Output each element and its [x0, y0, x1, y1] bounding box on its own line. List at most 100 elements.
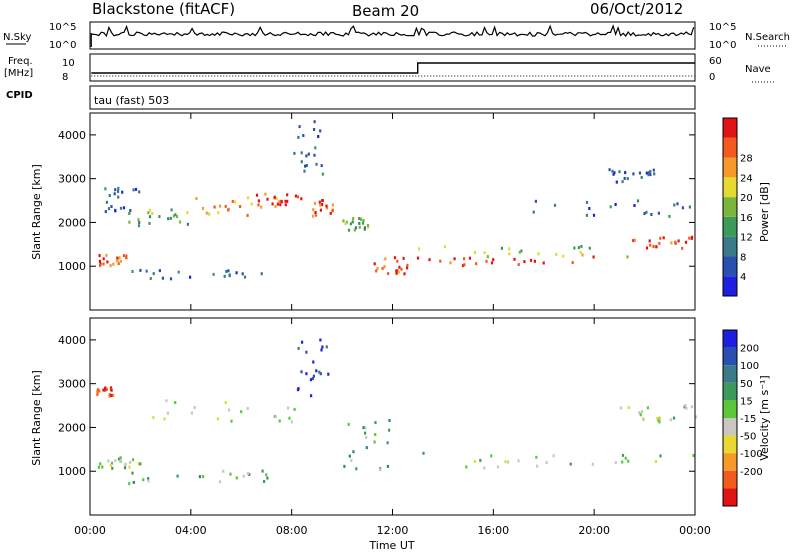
heatmap-cell — [152, 272, 155, 276]
heatmap-cell — [508, 247, 511, 251]
colorbar-swatch — [723, 365, 737, 383]
colorbar-swatch — [723, 400, 737, 418]
x-tick-label: 12:00 — [377, 524, 409, 537]
heatmap-cell — [274, 415, 277, 419]
heatmap-cell — [169, 277, 173, 281]
heatmap-cell — [475, 262, 478, 266]
colorbar-tick-label: 50 — [740, 379, 753, 390]
heatmap-cell — [581, 253, 584, 257]
heatmap-cell — [313, 120, 316, 124]
heatmap-cell — [300, 197, 303, 201]
nsky-strip-frame — [89, 21, 696, 50]
station-title: Blackstone (fitACF) — [92, 0, 235, 18]
heatmap-cell — [260, 205, 263, 209]
heatmap-cell — [632, 172, 635, 176]
heatmap-cell — [286, 193, 289, 197]
heatmap-cell — [439, 259, 442, 263]
heatmap-cell — [169, 216, 172, 220]
heatmap-cell — [117, 195, 120, 199]
heatmap-cell — [315, 162, 318, 166]
velocity-colorbar-label: Velocity [m s⁻¹] — [758, 375, 771, 460]
heatmap-cell — [246, 196, 250, 200]
heatmap-cell — [122, 254, 126, 258]
heatmap-cell — [112, 393, 115, 397]
heatmap-cell — [235, 271, 238, 275]
heatmap-cell — [109, 386, 113, 390]
heatmap-cell — [645, 171, 648, 175]
heatmap-cell — [228, 408, 231, 412]
heatmap-cell — [229, 472, 232, 476]
heatmap-cell — [131, 270, 134, 273]
heatmap-cell — [248, 473, 251, 476]
heatmap-cell — [189, 275, 192, 279]
heatmap-cell — [588, 207, 591, 210]
heatmap-cell — [640, 410, 644, 413]
heatmap-cell — [685, 406, 688, 410]
colorbar-tick-label: 100 — [740, 361, 759, 372]
heatmap-cell — [361, 221, 365, 225]
heatmap-cell — [485, 259, 488, 263]
heatmap-cell — [633, 204, 636, 207]
colorbar-swatch — [723, 470, 737, 489]
heatmap-cell — [142, 478, 145, 482]
y-tick-label: 3000 — [58, 173, 86, 186]
xlabel: Time UT — [368, 539, 414, 552]
heatmap-cell — [117, 262, 120, 266]
nave-tick-high: 60 — [709, 56, 722, 67]
heatmap-cell — [276, 202, 279, 206]
heatmap-cell — [312, 360, 315, 364]
heatmap-cell — [325, 204, 328, 208]
colorbar-tick-label: 8 — [740, 252, 746, 263]
heatmap-cell — [681, 206, 684, 210]
heatmap-cell — [379, 468, 382, 472]
heatmap-cell — [286, 199, 289, 203]
heatmap-cell — [545, 461, 548, 465]
heatmap-cell — [293, 151, 296, 155]
heatmap-cell — [105, 200, 108, 204]
heatmap-cell — [359, 217, 362, 221]
heatmap-cell — [151, 212, 154, 215]
heatmap-cell — [304, 164, 307, 168]
heatmap-cell — [395, 269, 398, 273]
heatmap-cell — [112, 262, 115, 266]
heatmap-cell — [309, 378, 313, 382]
heatmap-cell — [343, 464, 346, 468]
heatmap-cell — [406, 263, 409, 267]
heatmap-cell — [311, 377, 314, 381]
heatmap-cell — [428, 258, 431, 262]
heatmap-cell — [655, 245, 658, 249]
colorbar-tick-label: 15 — [740, 396, 753, 407]
heatmap-cell — [176, 215, 179, 219]
heatmap-cell — [228, 273, 231, 277]
heatmap-cell — [577, 246, 580, 250]
velocity-axis: 1000 2000 3000 4000 — [58, 334, 695, 478]
power-axis: 1000 2000 3000 4000 — [58, 129, 695, 273]
heatmap-cell — [128, 465, 131, 469]
heatmap-cell — [662, 236, 665, 240]
heatmap-cell — [669, 418, 672, 422]
heatmap-cell — [320, 348, 323, 352]
heatmap-cell — [690, 405, 694, 409]
heatmap-cell — [257, 199, 260, 203]
heatmap-cell — [676, 202, 679, 206]
heatmap-cell — [364, 426, 367, 430]
heatmap-cell — [265, 473, 268, 477]
heatmap-cell — [342, 219, 345, 223]
heatmap-cell — [537, 252, 540, 256]
heatmap-cell — [301, 340, 304, 344]
heatmap-cell — [325, 345, 328, 349]
heatmap-cell — [416, 256, 420, 260]
heatmap-cell — [96, 390, 99, 394]
heatmap-cell — [98, 389, 101, 393]
colorbar-swatch — [723, 157, 737, 178]
heatmap-cell — [117, 457, 121, 461]
heatmap-cell — [621, 453, 625, 457]
heatmap-cell — [224, 204, 227, 208]
heatmap-cell — [152, 416, 155, 419]
heatmap-cell — [373, 440, 376, 444]
heatmap-cell — [352, 217, 355, 221]
heatmap-cell — [504, 460, 507, 464]
heatmap-cell — [483, 466, 486, 470]
heatmap-cell — [347, 422, 350, 426]
